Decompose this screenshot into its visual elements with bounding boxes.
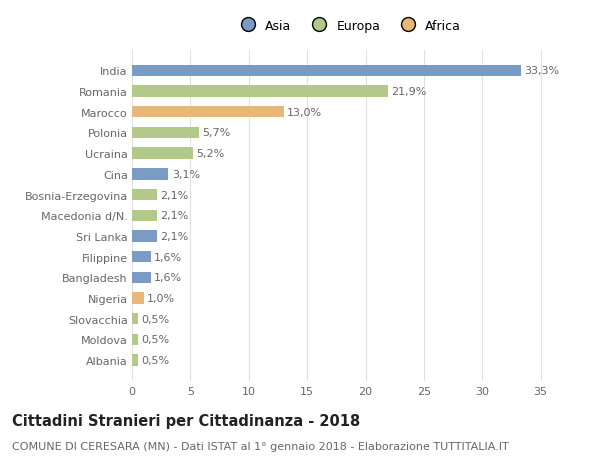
Bar [132, 355, 138, 366]
Bar [132, 334, 138, 345]
Bar [132, 66, 521, 77]
Bar [132, 148, 193, 159]
Bar [132, 169, 168, 180]
Bar [132, 128, 199, 139]
Text: 1,6%: 1,6% [154, 273, 182, 283]
Text: 5,2%: 5,2% [196, 149, 224, 159]
Legend: Asia, Europa, Africa: Asia, Europa, Africa [230, 15, 466, 38]
Text: 1,0%: 1,0% [147, 293, 175, 303]
Text: 0,5%: 0,5% [142, 355, 169, 365]
Text: 2,1%: 2,1% [160, 231, 188, 241]
Text: 1,6%: 1,6% [154, 252, 182, 262]
Text: 13,0%: 13,0% [287, 107, 322, 118]
Text: 0,5%: 0,5% [142, 314, 169, 324]
Text: 21,9%: 21,9% [391, 87, 427, 97]
Text: 0,5%: 0,5% [142, 335, 169, 345]
Bar [132, 272, 151, 283]
Text: 5,7%: 5,7% [202, 128, 230, 138]
Text: 33,3%: 33,3% [524, 66, 559, 76]
Bar [132, 86, 388, 97]
Bar [132, 190, 157, 201]
Bar [132, 293, 143, 304]
Text: 3,1%: 3,1% [172, 169, 200, 179]
Text: Cittadini Stranieri per Cittadinanza - 2018: Cittadini Stranieri per Cittadinanza - 2… [12, 413, 360, 428]
Bar [132, 313, 138, 325]
Text: COMUNE DI CERESARA (MN) - Dati ISTAT al 1° gennaio 2018 - Elaborazione TUTTITALI: COMUNE DI CERESARA (MN) - Dati ISTAT al … [12, 441, 509, 451]
Bar [132, 210, 157, 221]
Text: 2,1%: 2,1% [160, 211, 188, 221]
Text: 2,1%: 2,1% [160, 190, 188, 200]
Bar [132, 231, 157, 242]
Bar [132, 107, 284, 118]
Bar [132, 252, 151, 263]
